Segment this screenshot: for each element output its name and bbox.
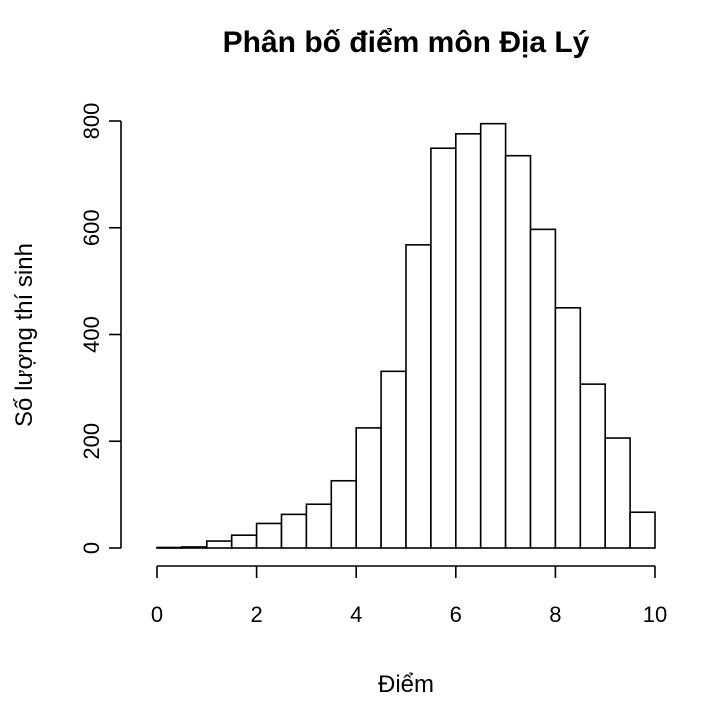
histogram-bar (529, 228, 557, 549)
x-axis-label: Điểm (378, 671, 434, 698)
histogram-bar (554, 307, 582, 549)
x-tick-label: 6 (450, 602, 462, 627)
histogram-bar (380, 370, 407, 549)
bars-group (156, 122, 656, 549)
histogram-bar (629, 511, 656, 549)
y-tick-label: 0 (79, 542, 104, 554)
histogram-bar (479, 122, 507, 549)
histogram-bar (181, 546, 208, 549)
histogram-bar (430, 147, 457, 549)
x-tick-label: 8 (549, 602, 561, 627)
x-tick-label: 0 (151, 602, 163, 627)
x-tick-label: 4 (350, 602, 362, 627)
histogram-bar (255, 522, 283, 549)
histogram-bar (405, 244, 432, 549)
y-tick-label: 600 (79, 209, 104, 246)
y-tick-label: 800 (79, 103, 104, 140)
histogram-bar (230, 534, 258, 549)
histogram-bar (504, 154, 532, 549)
histogram-bar (454, 133, 482, 549)
x-tick-label: 2 (250, 602, 262, 627)
x-axis: 0 2 4 6 8 10 (151, 565, 667, 627)
histogram-bar (305, 503, 333, 549)
histogram-bar (604, 437, 631, 549)
histogram-bar (330, 479, 357, 549)
histogram-bar (280, 513, 308, 549)
y-tick-label: 200 (79, 423, 104, 460)
histogram-bar (355, 427, 382, 549)
x-tick-label: 10 (643, 602, 667, 627)
chart-title: Phân bố điểm môn Địa Lý (223, 26, 590, 59)
histogram-bar (579, 383, 606, 549)
histogram-bar (156, 546, 183, 549)
y-axis-label: Số lượng thí sinh (11, 243, 38, 427)
y-tick-label: 400 (79, 316, 104, 353)
y-axis: 0 200 400 600 800 (79, 103, 122, 554)
histogram-bar (206, 540, 233, 549)
